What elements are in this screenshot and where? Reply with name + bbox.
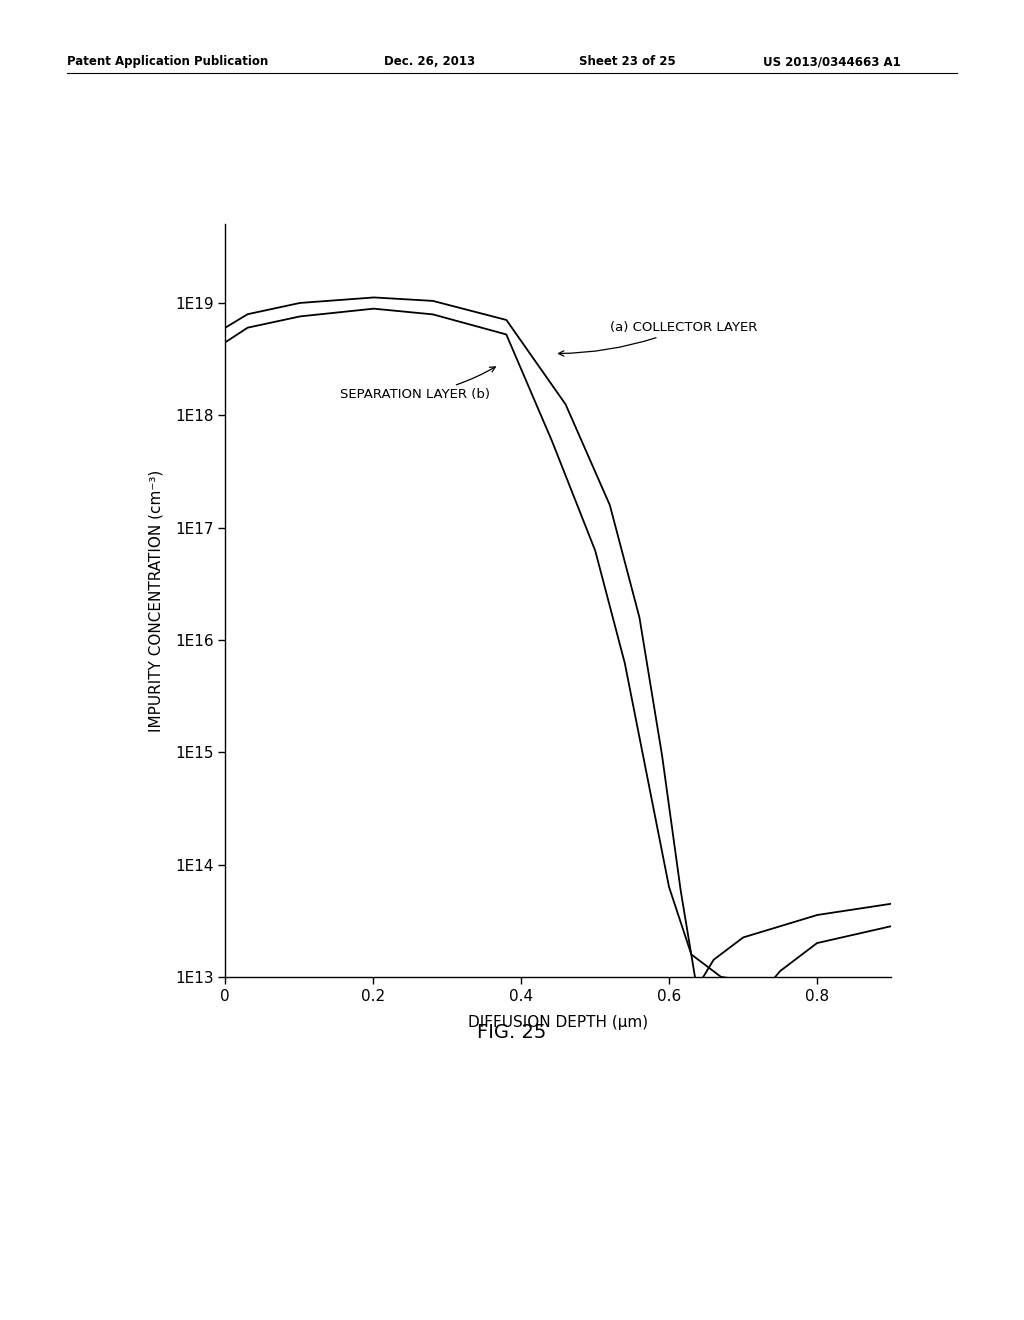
Y-axis label: IMPURITY CONCENTRATION (cm⁻³): IMPURITY CONCENTRATION (cm⁻³) [148, 470, 164, 731]
Text: Dec. 26, 2013: Dec. 26, 2013 [384, 55, 475, 69]
X-axis label: DIFFUSION DEPTH (μm): DIFFUSION DEPTH (μm) [468, 1015, 648, 1030]
Text: (a) COLLECTOR LAYER: (a) COLLECTOR LAYER [558, 321, 757, 356]
Text: Patent Application Publication: Patent Application Publication [67, 55, 268, 69]
Text: US 2013/0344663 A1: US 2013/0344663 A1 [763, 55, 901, 69]
Text: SEPARATION LAYER (b): SEPARATION LAYER (b) [340, 367, 496, 401]
Text: Sheet 23 of 25: Sheet 23 of 25 [579, 55, 675, 69]
Text: FIG. 25: FIG. 25 [477, 1023, 547, 1041]
